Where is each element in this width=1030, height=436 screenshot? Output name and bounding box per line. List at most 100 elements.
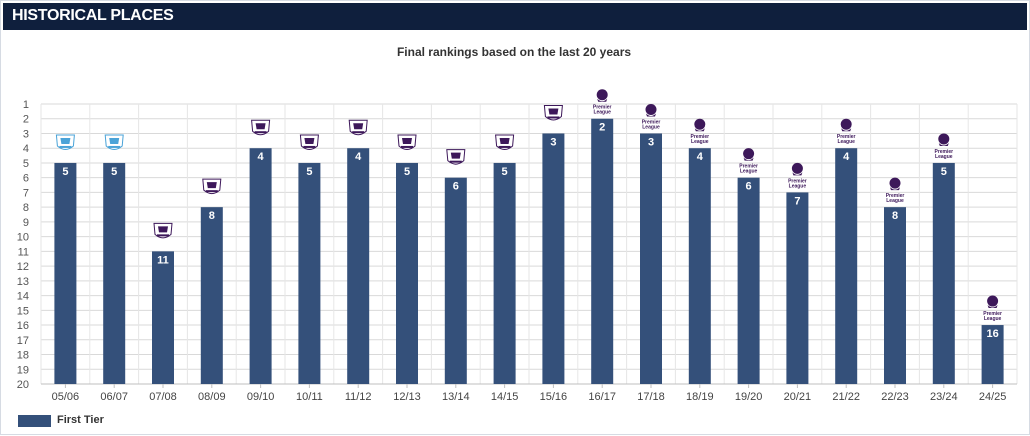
bar-value-label: 6	[453, 181, 459, 193]
bar[interactable]	[737, 177, 760, 384]
svg-text:Premier: Premier	[593, 105, 612, 111]
bar[interactable]	[54, 162, 77, 384]
y-tick-label: 7	[23, 187, 29, 199]
bar-value-label: 3	[648, 136, 654, 148]
y-tick-label: 5	[23, 158, 29, 170]
bar-value-label: 16	[986, 328, 998, 340]
legend-label: First Tier	[57, 414, 104, 426]
bar[interactable]	[542, 133, 565, 384]
bar[interactable]	[347, 148, 370, 384]
y-tick-label: 18	[17, 350, 29, 362]
y-tick-label: 4	[23, 143, 29, 155]
x-tick-label: 22/23	[881, 391, 909, 403]
bar[interactable]	[493, 162, 516, 384]
y-tick-label: 20	[17, 379, 29, 391]
bars: 5 5 11 8 4 5 4 5 6 5 3 2 3 4 6 7 4 8 5 16	[54, 118, 1004, 384]
svg-text:Premier: Premier	[837, 134, 856, 140]
bar[interactable]	[249, 148, 272, 384]
bar[interactable]	[103, 162, 126, 384]
bar-value-label: 4	[258, 151, 265, 163]
x-tick-label: 13/14	[442, 391, 470, 403]
bar[interactable]	[396, 162, 418, 384]
svg-text:League: League	[691, 139, 709, 145]
y-tick-label: 3	[23, 128, 29, 140]
x-tick-label: 24/25	[979, 391, 1007, 403]
bar[interactable]	[200, 207, 223, 384]
x-tick-label: 05/06	[52, 391, 80, 403]
bar[interactable]	[884, 207, 906, 384]
bar[interactable]	[981, 325, 1004, 384]
bar[interactable]	[444, 177, 467, 384]
premier-league-logo-icon	[202, 178, 222, 195]
bar-value-label: 4	[355, 151, 362, 163]
bar-value-label: 6	[746, 181, 752, 193]
premier-league-logo-icon	[543, 104, 563, 121]
x-tick-label: 11/12	[345, 391, 372, 403]
bar[interactable]	[688, 148, 711, 384]
y-tick-label: 1	[23, 99, 29, 111]
legend-swatch	[18, 415, 51, 427]
premier-league-logo-icon	[446, 149, 466, 165]
premier-league-logo-icon	[153, 222, 173, 239]
league-badges: PremierLeaguePremierLeaguePremierLeagueP…	[55, 89, 1002, 322]
premier-league-logo-icon	[299, 134, 319, 150]
premier-league-logo-icon	[251, 119, 271, 136]
bar[interactable]	[932, 162, 955, 384]
svg-text:Premier: Premier	[934, 149, 953, 155]
bar-value-label: 4	[697, 151, 704, 163]
bar-value-label: 8	[209, 210, 215, 222]
y-tick-label: 10	[17, 232, 29, 244]
svg-text:League: League	[593, 110, 611, 116]
svg-text:League: League	[642, 124, 660, 130]
y-tick-label: 15	[17, 305, 29, 317]
svg-text:League: League	[837, 139, 855, 145]
svg-text:Premier: Premier	[886, 193, 905, 199]
y-tick-label: 6	[23, 173, 29, 185]
premier-league-logo-icon	[104, 134, 124, 150]
svg-text:Premier: Premier	[739, 164, 758, 170]
bar-value-label: 5	[111, 166, 117, 178]
y-tick-label: 16	[17, 320, 29, 332]
bar[interactable]	[786, 192, 809, 384]
x-tick-label: 17/18	[637, 391, 665, 403]
bar-value-label: 7	[794, 195, 800, 207]
y-tick-label: 11	[18, 246, 29, 258]
svg-text:League: League	[740, 169, 758, 175]
x-tick-label: 23/24	[930, 391, 958, 403]
bar[interactable]	[591, 118, 614, 384]
svg-text:League: League	[789, 183, 807, 189]
x-tick-label: 20/21	[784, 391, 812, 403]
x-axis: 05/06 06/07 07/08 08/09 09/10 10/11 11/12 12/13…	[41, 383, 1017, 403]
panel-header: HISTORICAL PLACES	[3, 3, 1027, 30]
y-tick-label: 9	[23, 217, 29, 229]
premier-league-logo-icon	[348, 119, 368, 136]
bar[interactable]	[152, 251, 174, 384]
y-tick-label: 2	[23, 114, 29, 126]
chart-title: Final rankings based on the last 20 year…	[397, 45, 631, 59]
bar[interactable]	[835, 148, 858, 384]
panel-title: HISTORICAL PLACES	[12, 7, 174, 24]
x-tick-label: 16/17	[588, 391, 616, 403]
bar-value-label: 5	[941, 166, 947, 178]
bar[interactable]	[640, 133, 662, 384]
x-tick-label: 10/11	[296, 391, 323, 403]
bar-value-label: 5	[306, 166, 312, 178]
svg-text:League: League	[886, 198, 904, 204]
svg-text:Premier: Premier	[642, 119, 661, 125]
bar[interactable]	[298, 162, 321, 384]
premier-league-logo-icon	[495, 134, 515, 150]
y-tick-label: 19	[17, 364, 29, 376]
x-tick-label: 08/09	[198, 391, 226, 403]
bar-value-label: 2	[599, 122, 605, 134]
